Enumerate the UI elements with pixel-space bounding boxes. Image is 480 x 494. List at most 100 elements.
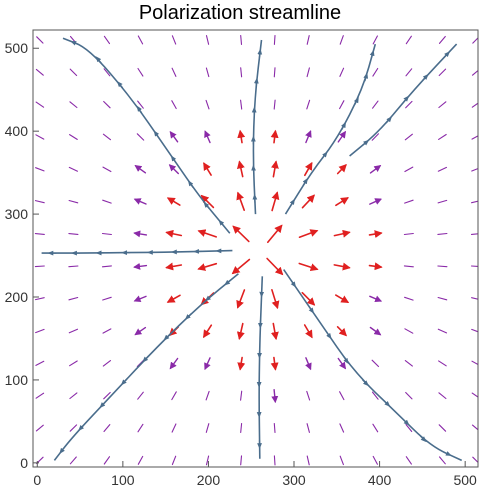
field-arrow xyxy=(471,167,478,172)
streamline-arrowhead xyxy=(343,356,349,365)
field-arrow xyxy=(306,390,311,401)
field-arrow xyxy=(471,392,478,398)
field-arrow xyxy=(240,34,243,45)
field-arrow xyxy=(69,134,78,140)
field-arrow xyxy=(266,224,283,244)
field-arrow xyxy=(68,296,79,301)
field-arrow xyxy=(333,262,351,271)
field-arrow xyxy=(437,166,448,172)
field-arrow xyxy=(273,67,276,78)
field-arrow xyxy=(168,164,180,175)
field-arrow xyxy=(35,134,45,140)
streamline-arrowhead xyxy=(362,379,369,387)
field-arrow xyxy=(335,197,349,207)
field-arrow xyxy=(133,295,147,303)
streamline-6 xyxy=(53,273,239,461)
field-arrow xyxy=(103,424,111,433)
field-arrow xyxy=(270,322,279,341)
field-arrow xyxy=(69,456,77,465)
field-arrow xyxy=(205,67,210,78)
field-arrow xyxy=(405,68,413,77)
streamline-arrowhead xyxy=(78,423,85,431)
field-arrow xyxy=(68,265,79,268)
field-arrow xyxy=(197,262,218,271)
field-arrow xyxy=(200,194,215,209)
streamline-arrowhead xyxy=(289,198,295,207)
field-arrow xyxy=(133,198,147,205)
field-arrow xyxy=(471,69,478,76)
streamline-arrowhead xyxy=(341,121,347,130)
field-arrow xyxy=(69,68,78,77)
field-arrow xyxy=(271,389,279,404)
field-arrow xyxy=(306,35,310,45)
field-arrow xyxy=(205,455,210,466)
field-arrow xyxy=(103,68,111,77)
field-arrow xyxy=(438,101,447,109)
field-arrow xyxy=(270,356,279,371)
y-tick-label: 0 xyxy=(20,455,28,471)
field-arrow xyxy=(372,35,378,45)
streamline-arrowhead xyxy=(116,81,124,89)
field-arrow xyxy=(371,391,379,400)
field-arrow xyxy=(270,160,279,178)
field-arrow xyxy=(166,197,181,206)
field-arrow xyxy=(35,101,45,108)
streamline-arrowhead xyxy=(321,151,328,159)
streamline-arrowhead xyxy=(95,56,102,64)
field-arrow xyxy=(470,265,478,267)
field-arrow xyxy=(165,229,183,238)
field-arrow xyxy=(102,133,112,141)
field-arrow xyxy=(134,164,147,174)
streamline-1 xyxy=(62,37,231,234)
streamline-5 xyxy=(41,249,233,254)
field-arrow xyxy=(471,200,478,204)
field-arrow xyxy=(273,455,276,466)
x-tick-label: 400 xyxy=(368,472,392,488)
streamline-8 xyxy=(283,269,463,462)
streamline-arrowhead xyxy=(419,435,427,443)
field-arrow xyxy=(270,129,279,144)
streamline-arrowhead xyxy=(326,331,332,340)
field-arrow xyxy=(405,35,412,45)
streamline-arrowhead xyxy=(184,313,192,320)
field-arrow xyxy=(438,424,447,432)
field-arrow xyxy=(101,265,112,268)
field-arrow xyxy=(103,391,111,400)
streamlines xyxy=(41,37,463,462)
field-arrow xyxy=(306,67,310,78)
field-arrow xyxy=(337,130,347,143)
x-tick-label: 100 xyxy=(111,472,135,488)
field-arrow xyxy=(336,325,348,337)
field-arrow xyxy=(137,35,144,45)
axes: 0 100 200 300 400 500 0 100 200 300 400 500 xyxy=(5,40,477,488)
streamline-arrowhead xyxy=(402,418,410,426)
field-arrow xyxy=(369,326,382,336)
field-arrow xyxy=(405,456,412,465)
streamline-arrowhead xyxy=(70,41,79,46)
streamline-arrowhead xyxy=(136,105,143,114)
field-arrow xyxy=(137,67,144,77)
streamline-arrowhead xyxy=(257,48,263,58)
streamline-arrowhead xyxy=(99,401,107,409)
field-arrow xyxy=(203,324,213,339)
field-arrow xyxy=(103,100,111,109)
field-arrow xyxy=(266,257,284,276)
field-arrow xyxy=(166,294,181,303)
field-arrow xyxy=(36,36,44,44)
streamline-arrowhead xyxy=(120,378,128,386)
field-arrow xyxy=(437,199,448,204)
field-arrow xyxy=(69,360,78,367)
field-arrow xyxy=(169,357,179,370)
field-arrow xyxy=(301,291,316,306)
field-arrow xyxy=(137,455,144,465)
streamline-arrowhead xyxy=(203,201,210,210)
field-arrow xyxy=(472,456,478,464)
field-arrow xyxy=(372,423,379,433)
x-tick-label: 200 xyxy=(197,472,221,488)
streamline-arrowhead xyxy=(59,446,66,454)
field-arrow xyxy=(236,289,246,309)
field-arrow xyxy=(101,232,112,236)
streamline-arrowhead xyxy=(443,451,452,456)
field-arrow xyxy=(136,133,145,141)
streamline-4 xyxy=(349,43,458,157)
